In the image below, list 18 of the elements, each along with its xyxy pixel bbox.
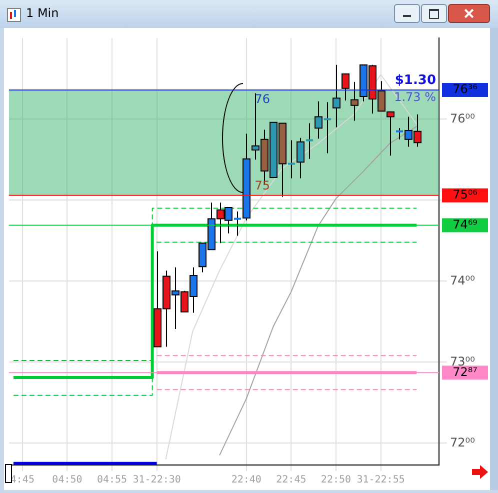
- y-tick-label: 74⁰⁰: [450, 273, 476, 288]
- ref-line-label: 75⁰⁶: [452, 187, 478, 202]
- ref-line-label: 76³⁶: [452, 82, 478, 96]
- annotation: $1.30: [394, 72, 436, 88]
- chart-title: 1 Min: [26, 6, 59, 20]
- x-tick-label: 31-22:30: [132, 474, 181, 486]
- x-tick-label: 4:45: [10, 474, 34, 486]
- x-tick-label: 22:45: [276, 474, 306, 486]
- y-tick-label: 72⁰⁰: [450, 435, 476, 450]
- annotation: 75: [254, 178, 270, 192]
- y-tick-label: 76⁰⁰: [450, 111, 476, 126]
- x-tick-label: 04:50: [52, 474, 82, 486]
- annotation: 1.73 %: [394, 90, 436, 104]
- x-tick-label: 31-22:55: [356, 474, 405, 486]
- x-tick-label: 22:50: [320, 474, 352, 486]
- ref-line-label: 74⁶⁹: [452, 217, 478, 232]
- x-tick-label: 04:55: [96, 474, 128, 486]
- x-tick-label: 22:40: [231, 474, 262, 486]
